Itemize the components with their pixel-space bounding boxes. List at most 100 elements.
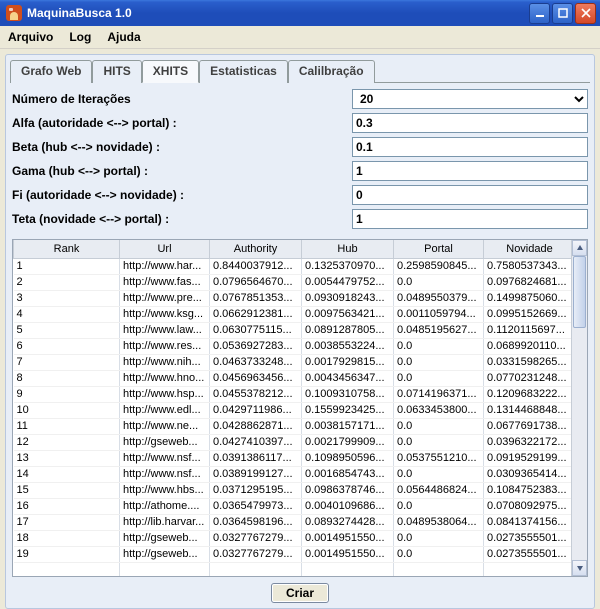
table-row[interactable]: 12http://gseweb...0.0427410397...0.00217… [14,434,572,450]
table-cell: 0.0054479752... [302,274,394,290]
table-row[interactable]: 10http://www.edl...0.0429711986...0.1559… [14,402,572,418]
table-row[interactable]: 9http://www.hsp...0.0455378212...0.10093… [14,386,572,402]
table-cell: 0.0327767279... [210,546,302,562]
table-cell: http://lib.harvar... [120,514,210,530]
table-cell: 19 [14,546,120,562]
gama-input[interactable] [352,161,588,181]
tab-estatisticas[interactable]: Estatisticas [199,60,288,83]
close-button[interactable] [575,3,596,24]
table-cell [14,562,120,576]
menu-ajuda[interactable]: Ajuda [107,30,140,44]
table-row[interactable]: 1http://www.har...0.8440037912...0.13253… [14,258,572,274]
table-row[interactable]: 11http://www.ne...0.0428862871...0.00381… [14,418,572,434]
table-cell: http://gseweb... [120,546,210,562]
table-body: 1http://www.har...0.8440037912...0.13253… [14,258,572,576]
table-cell: 0.0429711986... [210,402,302,418]
vertical-scrollbar[interactable] [571,240,587,576]
table-cell: 0.0014951550... [302,546,394,562]
col-header-portal[interactable]: Portal [394,240,484,258]
table-row[interactable]: 2http://www.fas...0.0796564670...0.00544… [14,274,572,290]
table-cell: 0.1314468848... [484,402,572,418]
table-cell: 0.0 [394,418,484,434]
alfa-input[interactable] [352,113,588,133]
table-cell: 12 [14,434,120,450]
table-row[interactable]: 4http://www.ksg...0.0662912381...0.00975… [14,306,572,322]
table-cell: 0.0038157171... [302,418,394,434]
table-row[interactable]: 8http://www.hno...0.0456963456...0.00434… [14,370,572,386]
iterations-select[interactable]: 20 [352,89,588,109]
table-cell: 0.0 [394,530,484,546]
col-header-authority[interactable]: Authority [210,240,302,258]
table-cell: 0.0396322172... [484,434,572,450]
table-cell: 0.0662912381... [210,306,302,322]
table-cell: 0.0489550379... [394,290,484,306]
table-row[interactable]: 16http://athome....0.0365479973...0.0040… [14,498,572,514]
table-cell: 8 [14,370,120,386]
col-header-hub[interactable]: Hub [302,240,394,258]
table-cell: http://www.hbs... [120,482,210,498]
table-row[interactable]: 15http://www.hbs...0.0371295195...0.0986… [14,482,572,498]
menu-log[interactable]: Log [69,30,91,44]
table-cell: 6 [14,338,120,354]
table-cell: http://www.nsf... [120,466,210,482]
table-row[interactable]: 18http://gseweb...0.0327767279...0.00149… [14,530,572,546]
table-cell: 4 [14,306,120,322]
scroll-up-button[interactable] [572,240,587,256]
iterations-label: Número de Iterações [12,92,352,106]
window-controls [529,3,596,24]
table-row[interactable]: 19http://gseweb...0.0327767279...0.00149… [14,546,572,562]
gama-label: Gama (hub <--> portal) : [12,164,352,178]
tab-xhits[interactable]: XHITS [142,60,199,83]
maximize-button[interactable] [552,3,573,24]
table-row[interactable]: 13http://www.nsf...0.0391386117...0.1098… [14,450,572,466]
table-cell [484,562,572,576]
table-row[interactable]: 14http://www.nsf...0.0389199127...0.0016… [14,466,572,482]
table-cell: http://www.edl... [120,402,210,418]
table-cell: 0.0327767279... [210,530,302,546]
table-row[interactable]: 7http://www.nih...0.0463733248...0.00179… [14,354,572,370]
col-header-url[interactable]: Url [120,240,210,258]
table-cell: 0.1325370970... [302,258,394,274]
table-cell: http://www.har... [120,258,210,274]
criar-button[interactable]: Criar [271,583,329,603]
table-cell: 0.1559923425... [302,402,394,418]
table-cell: 0.0038553224... [302,338,394,354]
tab-grafo-web[interactable]: Grafo Web [10,60,92,83]
table-cell: 0.0689920110... [484,338,572,354]
table-row[interactable] [14,562,572,576]
col-header-rank[interactable]: Rank [14,240,120,258]
table-row[interactable]: 3http://www.pre...0.0767851353...0.09309… [14,290,572,306]
table-cell: 0.0891287805... [302,322,394,338]
beta-label: Beta (hub <--> novidade) : [12,140,352,154]
scroll-track[interactable] [572,256,587,560]
table-cell: 0.0 [394,370,484,386]
table-cell: 0.0796564670... [210,274,302,290]
table-cell: 0.0995152669... [484,306,572,322]
table-row[interactable]: 6http://www.res...0.0536927283...0.00385… [14,338,572,354]
table-row[interactable]: 5http://www.law...0.0630775115...0.08912… [14,322,572,338]
tab-hits[interactable]: HITS [92,60,141,83]
table-cell: 0.0489538064... [394,514,484,530]
minimize-button[interactable] [529,3,550,24]
table-cell: http://gseweb... [120,434,210,450]
table-cell: 0.0841374156... [484,514,572,530]
table-row[interactable]: 17http://lib.harvar...0.0364598196...0.0… [14,514,572,530]
col-header-novidade[interactable]: Novidade [484,240,572,258]
table-cell: 0.1084752383... [484,482,572,498]
table-cell: 0.7580537343... [484,258,572,274]
table-cell: 15 [14,482,120,498]
table-cell: http://www.nih... [120,354,210,370]
table-cell: 5 [14,322,120,338]
table-cell [302,562,394,576]
fi-input[interactable] [352,185,588,205]
beta-input[interactable] [352,137,588,157]
fi-label: Fi (autoridade <--> novidade) : [12,188,352,202]
tab-calibracao[interactable]: Calilbração [288,60,375,83]
menu-arquivo[interactable]: Arquivo [8,30,53,44]
teta-input[interactable] [352,209,588,229]
table-cell: 0.0427410397... [210,434,302,450]
scroll-thumb[interactable] [573,256,586,328]
table-cell: http://www.nsf... [120,450,210,466]
scroll-down-button[interactable] [572,560,587,576]
table-cell: 0.0016854743... [302,466,394,482]
